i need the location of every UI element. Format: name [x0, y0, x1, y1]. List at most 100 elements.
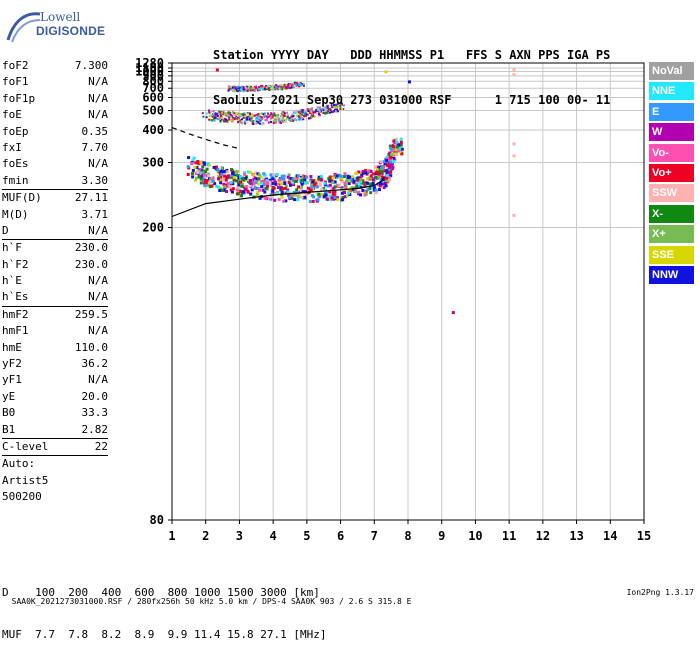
digisonde-logo: Lowell DIGISONDE: [2, 6, 112, 46]
echo-point: [290, 115, 293, 118]
echo-point: [275, 118, 278, 121]
echo-point: [277, 178, 281, 182]
echo-point: [246, 116, 249, 119]
echo-point: [199, 181, 203, 185]
echo-point: [384, 70, 388, 74]
echo-point: [303, 83, 306, 86]
echo-point: [269, 183, 273, 187]
echo-point: [253, 86, 256, 89]
echo-point: [343, 172, 347, 176]
echo-point: [305, 175, 309, 179]
echo-point: [308, 110, 311, 113]
echo-point: [213, 182, 217, 186]
echo-point: [292, 84, 295, 87]
echo-point: [193, 178, 197, 182]
echo-point: [196, 170, 200, 174]
param-row: hmE 110.0: [2, 340, 108, 356]
echo-point: [309, 188, 313, 192]
echo-point: [313, 115, 316, 118]
echo-point: [231, 86, 234, 89]
x-tick-label: 3: [236, 529, 243, 543]
param-label: B1: [2, 422, 16, 436]
param-value: 36.2: [81, 357, 109, 371]
echo-point: [276, 191, 280, 195]
echo-point: [301, 190, 305, 194]
param-row: h`E N/A: [2, 273, 108, 289]
echo-point: [385, 155, 389, 159]
echo-point: [324, 111, 327, 114]
echo-point: [211, 179, 215, 183]
echo-point: [334, 108, 337, 111]
echo-point: [343, 181, 347, 185]
echo-point: [220, 116, 223, 119]
echo-point: [253, 114, 256, 117]
echo-point: [282, 113, 285, 116]
echo-point: [262, 88, 265, 91]
muf-distance-row: D 100 200 400 600 800 1000 1500 3000 [km…: [2, 586, 320, 599]
echo-point: [387, 168, 391, 172]
echo-point: [216, 168, 220, 172]
echo-point: [361, 188, 365, 192]
echo-point: [248, 112, 251, 115]
echo-point: [388, 151, 392, 155]
echo-point: [254, 88, 257, 91]
echo-point: [286, 116, 289, 119]
echo-point: [306, 108, 309, 111]
echo-point: [192, 156, 196, 160]
echo-point: [301, 180, 305, 184]
echo-point: [239, 176, 243, 180]
echo-point: [211, 176, 215, 180]
echo-point: [222, 170, 226, 174]
echo-point: [380, 175, 384, 179]
param-value: 27.11: [74, 191, 108, 205]
echo-point: [208, 180, 212, 184]
echo-point: [214, 165, 218, 169]
echo-point: [257, 173, 261, 177]
echo-point: [212, 112, 215, 115]
echo-point: [217, 118, 220, 121]
echo-point: [378, 165, 382, 169]
echo-point: [311, 180, 315, 184]
echo-point: [270, 192, 274, 196]
echo-point: [300, 118, 303, 121]
echo-point: [322, 111, 325, 114]
echo-point: [392, 159, 396, 163]
echo-point: [264, 196, 268, 200]
echo-point: [228, 184, 232, 188]
echo-point: [281, 187, 285, 191]
y-tick-label: 900: [142, 69, 164, 83]
echo-point: [316, 111, 319, 114]
echo-point: [333, 190, 337, 194]
legend-item-noval: NoVal: [649, 62, 694, 80]
echo-point: [290, 119, 293, 122]
footer-version: Ion2Png 1.3.17: [626, 588, 694, 597]
echo-point: [267, 180, 271, 184]
echo-point: [224, 120, 227, 123]
param-row: Artist5: [2, 473, 108, 489]
echo-point: [265, 117, 268, 120]
echo-point: [282, 199, 286, 203]
echo-point: [328, 108, 331, 111]
y-tick-label: 1100: [135, 61, 164, 75]
echo-point: [209, 177, 213, 181]
echo-point: [291, 86, 294, 89]
echo-point: [277, 88, 280, 91]
echo-point: [231, 187, 235, 191]
echo-point: [287, 84, 290, 87]
echo-point: [339, 107, 342, 110]
echo-point: [325, 197, 329, 201]
echo-point: [243, 86, 246, 89]
param-row: foF1 N/A: [2, 74, 108, 90]
echo-point: [326, 112, 329, 115]
echo-point: [243, 187, 247, 191]
echo-point: [388, 166, 392, 170]
echo-point: [361, 179, 365, 183]
echo-point: [337, 102, 340, 105]
echo-point: [186, 172, 190, 176]
echo-point: [253, 121, 256, 124]
echo-point: [208, 115, 211, 118]
echo-point: [197, 175, 201, 179]
echo-point: [240, 86, 243, 89]
echo-point: [249, 89, 252, 92]
echo-point: [276, 114, 279, 117]
